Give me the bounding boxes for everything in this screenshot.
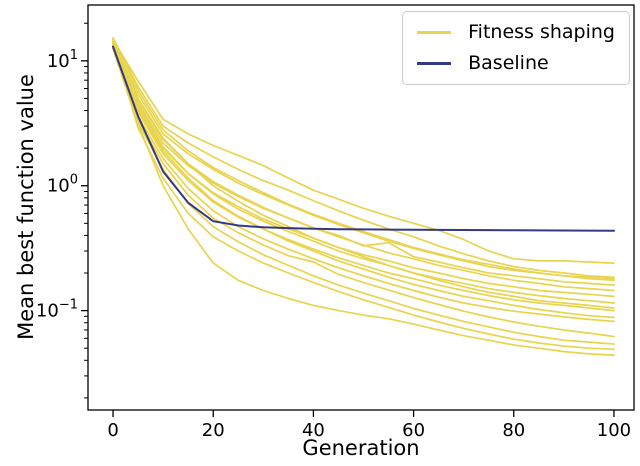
series-line-fitness-shaping-13 xyxy=(112,40,615,345)
series-line-fitness-shaping-14 xyxy=(112,42,615,351)
legend-label-baseline: Baseline xyxy=(468,51,549,74)
x-tick-label: 60 xyxy=(402,420,425,441)
x-tick-label: 20 xyxy=(202,420,225,441)
x-tick-label: 100 xyxy=(597,420,631,441)
x-tick-label: 40 xyxy=(302,420,325,441)
y-tick-label: 100 xyxy=(47,173,78,197)
series-line-fitness-shaping-7 xyxy=(112,43,615,304)
series-line-fitness-shaping-15 xyxy=(112,47,615,356)
series-line-fitness-shaping-5 xyxy=(112,40,615,292)
series-line-fitness-shaping-12 xyxy=(112,44,615,338)
x-tick-label: 80 xyxy=(502,420,525,441)
legend-entry-fitness-shaping: Fitness shaping xyxy=(417,22,615,43)
series-line-fitness-shaping-1 xyxy=(112,36,615,279)
series-line-fitness-shaping-8 xyxy=(112,39,615,309)
x-tick-label: 0 xyxy=(107,420,118,441)
series-line-fitness-shaping-9 xyxy=(112,45,615,312)
plot-frame xyxy=(87,4,635,411)
series-line-fitness-shaping-11 xyxy=(112,47,615,323)
y-tick-label: 10−1 xyxy=(36,298,78,322)
series-line-fitness-shaping-0 xyxy=(112,38,615,264)
legend-entry-baseline: Baseline xyxy=(417,51,615,74)
legend-line-swatch-fitness-shaping xyxy=(417,31,452,34)
x-axis-label: Generation xyxy=(302,436,420,460)
legend-line-swatch-baseline xyxy=(417,62,452,65)
legend-label-fitness-shaping: Fitness shaping xyxy=(468,21,615,43)
series-line-fitness-shaping-3 xyxy=(112,38,615,282)
y-axis-label: Mean best function value xyxy=(14,74,38,340)
series-line-fitness-shaping-10 xyxy=(112,41,615,319)
series-line-baseline-0 xyxy=(112,45,615,232)
y-tick-label: 101 xyxy=(47,48,78,72)
legend: Fitness shaping Baseline xyxy=(402,11,630,85)
